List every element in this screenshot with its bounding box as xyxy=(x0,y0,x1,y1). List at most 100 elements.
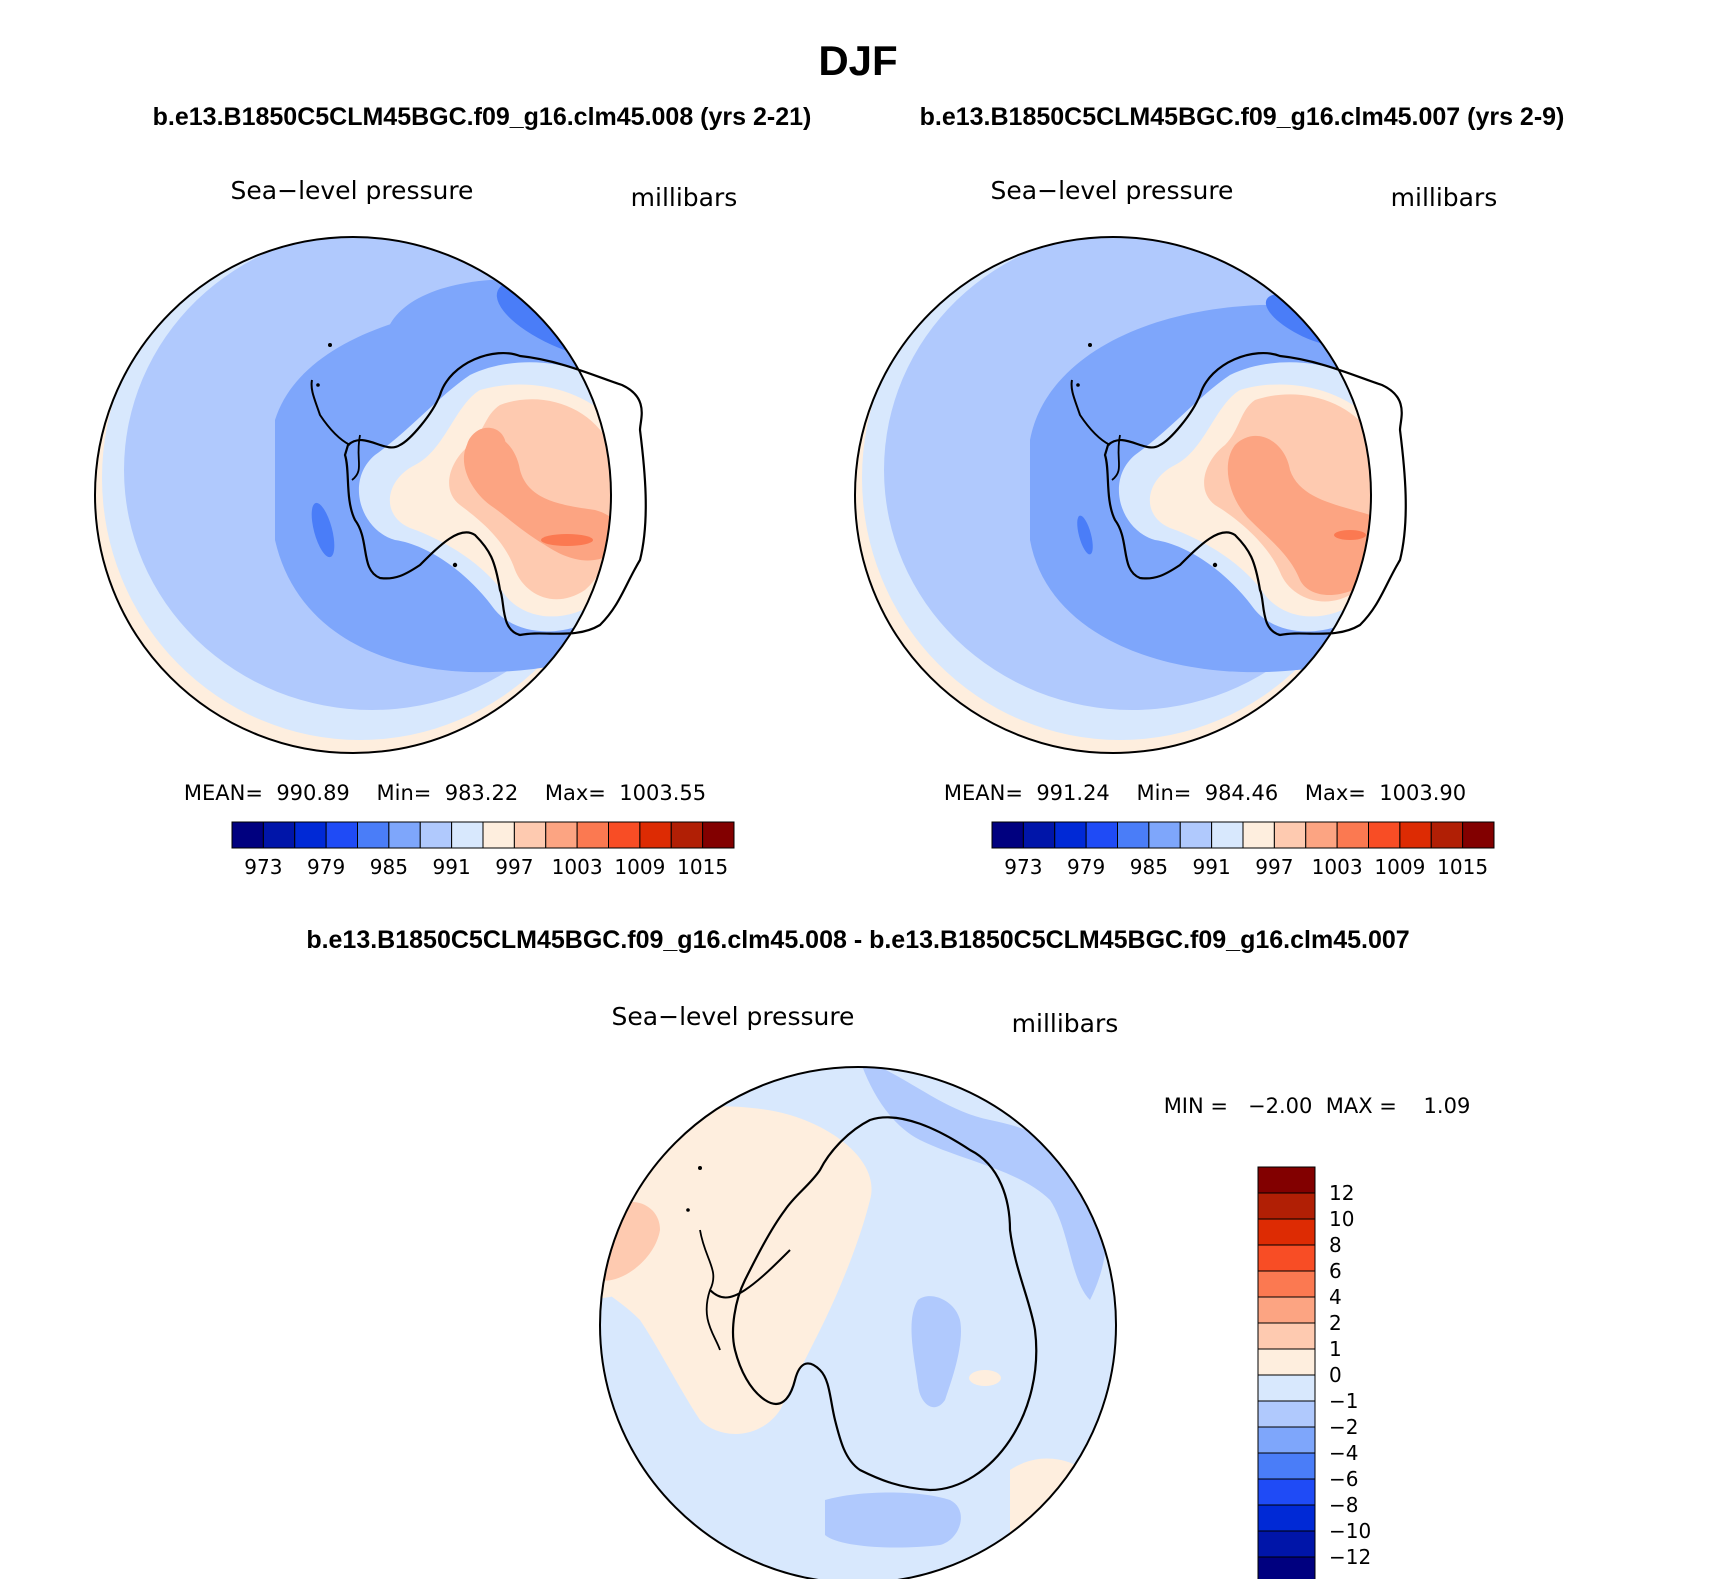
colorbar-swatch xyxy=(1305,821,1338,849)
colorbar-tick-label: 4 xyxy=(1329,1285,1342,1309)
left-colorbar: 973 979 985 991 997 1003 1009 1015 xyxy=(231,821,735,879)
colorbar-swatch xyxy=(1257,1348,1316,1376)
diff-map-boundary xyxy=(599,1066,1117,1579)
colorbar-swatch xyxy=(1257,1504,1316,1532)
colorbar-swatch xyxy=(1022,821,1056,849)
diff-variable-label: Sea−level pressure xyxy=(612,1002,855,1031)
colorbar-tick-label: −12 xyxy=(1329,1545,1371,1569)
right-map-panel: Sea−level pressure millibars MEAN= 991.2… xyxy=(854,176,1498,879)
colorbar-swatch xyxy=(1430,821,1464,849)
colorbar-tick-label: −2 xyxy=(1329,1415,1358,1439)
colorbar-tick-label: −4 xyxy=(1329,1441,1358,1465)
colorbar-tick-label: 973 xyxy=(1004,855,1042,879)
colorbar-swatch xyxy=(1257,1218,1316,1246)
colorbar-swatch xyxy=(1257,1426,1316,1454)
colorbar-tick-label: 1015 xyxy=(677,855,728,879)
colorbar-tick-label: −6 xyxy=(1329,1467,1358,1491)
colorbar-tick-label: 1009 xyxy=(1374,855,1425,879)
colorbar-tick-label: 8 xyxy=(1329,1233,1342,1257)
colorbar-swatch xyxy=(991,821,1024,849)
left-units-label: millibars xyxy=(631,183,738,212)
colorbar-tick-label: −8 xyxy=(1329,1493,1358,1517)
colorbar-tick-label: 1009 xyxy=(614,855,665,879)
colorbar-swatch xyxy=(1257,1452,1316,1480)
colorbar-tick-label: 6 xyxy=(1329,1259,1342,1283)
colorbar-tick-label: 1003 xyxy=(552,855,603,879)
colorbar-swatch xyxy=(1336,821,1369,849)
colorbar-swatch xyxy=(1085,821,1118,849)
colorbar-swatch xyxy=(451,821,484,849)
right-contour-field xyxy=(855,237,1371,753)
colorbar-swatch xyxy=(1211,821,1244,849)
diff-contour-field xyxy=(600,1067,1116,1579)
colorbar-tick-label: 10 xyxy=(1329,1207,1354,1231)
colorbar-swatch xyxy=(1257,1478,1316,1506)
colorbar-swatch xyxy=(1148,821,1181,849)
colorbar-swatch xyxy=(1054,821,1087,849)
right-units-label: millibars xyxy=(1391,183,1498,212)
colorbar-swatch xyxy=(357,821,390,849)
colorbar-swatch xyxy=(1368,821,1401,849)
colorbar-swatch xyxy=(545,821,578,849)
colorbar-tick-label: 1015 xyxy=(1437,855,1488,879)
right-map-boundary xyxy=(854,236,1372,754)
colorbar-tick-label: 997 xyxy=(495,855,533,879)
difference-title: b.e13.B1850C5CLM45BGC.f09_g16.clm45.008 … xyxy=(306,926,1409,954)
colorbar-tick-label: 985 xyxy=(1130,855,1168,879)
colorbar-tick-label: 973 xyxy=(244,855,282,879)
colorbar-tick-label: 12 xyxy=(1329,1181,1354,1205)
colorbar-swatch xyxy=(1242,821,1275,849)
colorbar-swatch xyxy=(702,821,735,849)
right-colorbar: 973 979 985 991 997 1003 1009 1015 xyxy=(991,821,1495,879)
colorbar-swatch xyxy=(1257,1270,1316,1298)
colorbar-swatch xyxy=(608,821,641,849)
colorbar-swatch xyxy=(1257,1296,1316,1324)
colorbar-swatch xyxy=(294,821,327,849)
diff-units-label: millibars xyxy=(1012,1009,1119,1038)
colorbar-swatch xyxy=(1273,821,1307,849)
colorbar-tick-label: 2 xyxy=(1329,1311,1342,1335)
colorbar-tick-label: 991 xyxy=(1193,855,1231,879)
left-map-boundary xyxy=(94,236,612,754)
diff-min-max-text: MIN = −2.00 MAX = 1.09 xyxy=(1164,1094,1471,1118)
colorbar-swatch xyxy=(639,821,672,849)
right-stats-text: MEAN= 991.24 Min= 984.46 Max= 1003.90 xyxy=(944,781,1466,805)
left-case-title: b.e13.B1850C5CLM45BGC.f09_g16.clm45.008 … xyxy=(153,103,812,131)
colorbar-swatch xyxy=(388,821,421,849)
colorbar-swatch xyxy=(325,821,358,849)
colorbar-swatch xyxy=(1257,1166,1316,1194)
colorbar-tick-label: 1 xyxy=(1329,1337,1342,1361)
colorbar-tick-label: 1003 xyxy=(1312,855,1363,879)
colorbar-tick-label: 991 xyxy=(433,855,471,879)
colorbar-swatch xyxy=(1257,1322,1316,1350)
colorbar-tick-label: −1 xyxy=(1329,1389,1358,1413)
colorbar-swatch xyxy=(1462,821,1495,849)
colorbar-swatch xyxy=(1179,821,1213,849)
colorbar-tick-label: 985 xyxy=(370,855,408,879)
colorbar-tick-label: 979 xyxy=(1067,855,1105,879)
colorbar-swatch xyxy=(1257,1530,1316,1558)
colorbar-tick-label: −10 xyxy=(1329,1519,1371,1543)
right-variable-label: Sea−level pressure xyxy=(991,176,1234,205)
colorbar-swatch xyxy=(576,821,609,849)
figure-title: DJF xyxy=(818,37,897,84)
colorbar-tick-label: 0 xyxy=(1329,1363,1342,1387)
colorbar-swatch xyxy=(1117,821,1150,849)
left-variable-label: Sea−level pressure xyxy=(231,176,474,205)
left-map-panel: Sea−level pressure millibars MEAN= 990.8… xyxy=(94,176,738,879)
colorbar-swatch xyxy=(1257,1192,1316,1220)
colorbar-swatch xyxy=(1257,1556,1316,1579)
colorbar-swatch xyxy=(482,821,515,849)
colorbar-swatch xyxy=(513,821,547,849)
colorbar-swatch xyxy=(419,821,453,849)
left-stats-text: MEAN= 990.89 Min= 983.22 Max= 1003.55 xyxy=(184,781,706,805)
colorbar-tick-label: 979 xyxy=(307,855,345,879)
left-contour-field xyxy=(95,237,611,753)
colorbar-swatch xyxy=(1399,821,1432,849)
colorbar-swatch xyxy=(231,821,264,849)
colorbar-swatch xyxy=(1257,1400,1316,1428)
difference-map-panel: b.e13.B1850C5CLM45BGC.f09_g16.clm45.008 … xyxy=(306,926,1470,1579)
colorbar-swatch xyxy=(1257,1244,1316,1272)
